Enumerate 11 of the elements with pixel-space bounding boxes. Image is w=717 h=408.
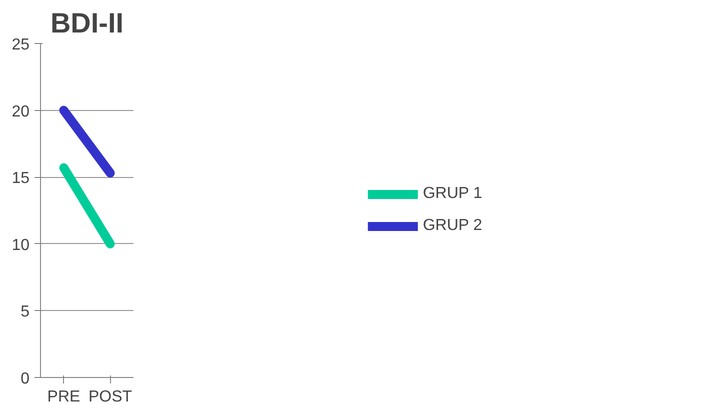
x-tick-label: PRE — [47, 388, 80, 406]
y-tick-label: 25 — [12, 36, 30, 54]
chart-title: BDI-II — [50, 8, 124, 38]
x-tick-label: POST — [88, 388, 132, 406]
y-tick-label: 10 — [12, 236, 30, 254]
legend-label: GRUP 2 — [422, 217, 482, 235]
y-tick-label: 5 — [20, 304, 30, 321]
y-tick-label: 15 — [12, 170, 30, 188]
y-tick-label: 20 — [12, 103, 30, 120]
y-tick-label: 0 — [20, 370, 30, 388]
legend-label: GRUP 1 — [422, 185, 482, 203]
